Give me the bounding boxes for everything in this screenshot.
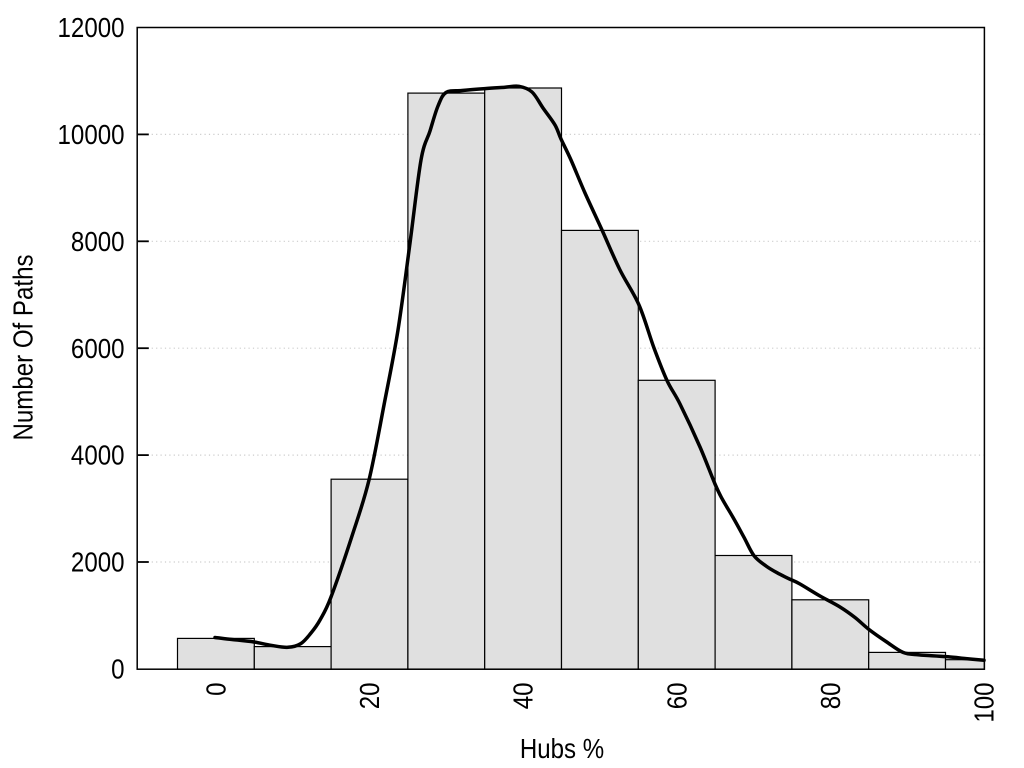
svg-text:Hubs %: Hubs % <box>520 732 604 764</box>
svg-text:100: 100 <box>968 683 1000 723</box>
svg-text:Number Of Paths: Number Of Paths <box>7 255 39 441</box>
svg-text:12000: 12000 <box>58 11 125 43</box>
svg-text:20: 20 <box>353 683 385 710</box>
svg-text:0: 0 <box>200 683 232 696</box>
svg-text:80: 80 <box>814 683 846 710</box>
svg-text:0: 0 <box>111 653 124 685</box>
svg-text:4000: 4000 <box>71 439 125 471</box>
svg-text:8000: 8000 <box>71 225 125 257</box>
svg-text:6000: 6000 <box>71 332 125 364</box>
svg-text:10000: 10000 <box>58 118 125 150</box>
svg-text:60: 60 <box>661 683 693 710</box>
svg-text:2000: 2000 <box>71 546 125 578</box>
svg-text:40: 40 <box>507 683 539 710</box>
